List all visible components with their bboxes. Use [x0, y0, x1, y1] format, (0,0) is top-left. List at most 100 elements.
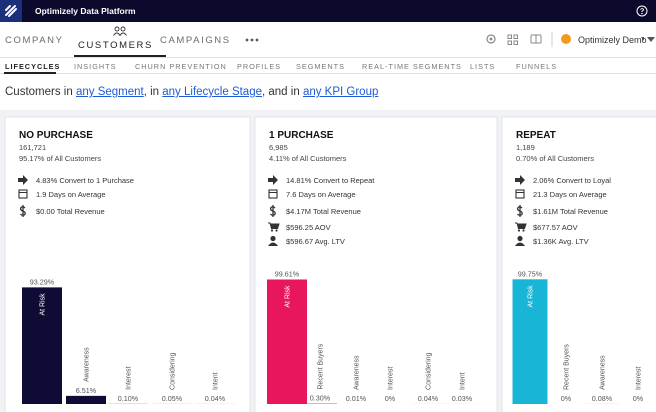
calendar-icon — [18, 189, 28, 199]
stat-text: $677.57 AOV — [533, 223, 578, 232]
account-name[interactable]: Optimizely Demo — [578, 35, 647, 45]
stat-text: $1.61M Total Revenue — [533, 207, 608, 216]
bar-category-label: Recent Buyers — [318, 343, 325, 389]
bar-value-label: 0.30% — [310, 394, 331, 403]
sub-tab[interactable]: INSIGHTS — [74, 62, 117, 71]
cart-icon — [517, 229, 521, 232]
account-caret[interactable] — [647, 37, 655, 43]
person-icon — [517, 235, 523, 242]
stat-text: 21.3 Days on Average — [533, 190, 607, 199]
dollar-icon — [516, 205, 523, 217]
cart-icon — [275, 229, 278, 232]
bar-category-label: Intent — [213, 372, 220, 390]
calendar-icon — [515, 189, 525, 199]
arrow-icon — [18, 175, 28, 185]
bar-category-label: Interest — [388, 367, 395, 390]
active-underline — [4, 72, 56, 74]
filter-link[interactable]: any KPI Group — [302, 86, 379, 98]
lifecycle-panel: NO PURCHASE 161,721 95.17% of All Customer… — [4, 116, 251, 412]
sub-tab[interactable]: REAL-TIME SEGMENTS — [362, 62, 462, 71]
bar-value-label: 0% — [385, 394, 396, 403]
panel-title: 1 PURCHASE — [269, 130, 334, 141]
app-title: Optimizely Data Platform — [35, 6, 136, 16]
arrow-icon — [515, 175, 525, 185]
sub-tab[interactable]: FUNNELS — [516, 62, 558, 71]
filter-link[interactable]: any Segment — [75, 86, 144, 98]
bar-category-label: Interest — [636, 367, 643, 390]
stat-text: 7.6 Days on Average — [286, 190, 356, 199]
help-icon[interactable] — [636, 5, 648, 17]
toolbar-icons[interactable] — [484, 30, 644, 50]
filter-text: , in — [143, 86, 160, 98]
logo[interactable] — [0, 0, 22, 22]
bar-category-label: At Risk — [285, 285, 292, 308]
bar-category-label: Awareness — [84, 347, 91, 382]
panel-share: 4.11% of All Customers — [269, 154, 347, 163]
panel-count: 161,721 — [19, 143, 46, 152]
lifecycle-panel: REPEAT 1,189 0.70% of All Customers 2.06% C… — [501, 116, 656, 412]
stat-text: $4.17M Total Revenue — [286, 207, 361, 216]
stat-text: 14.81% Convert to Repeat — [286, 176, 375, 185]
sub-nav: LIFECYCLES INSIGHTS CHURN PREVENTION PRO… — [0, 58, 656, 74]
filter-text: Customers in — [5, 86, 73, 98]
panel-count: 6,985 — [269, 143, 288, 152]
stat-text: 1.9 Days on Average — [36, 190, 106, 199]
more-menu[interactable] — [245, 38, 259, 42]
bar-category-label: Recent Buyers — [564, 344, 571, 390]
bar-value-label: 0.10% — [118, 394, 139, 403]
bar-category-label: Considering — [426, 352, 433, 389]
bar-value-label: 0.05% — [162, 394, 183, 403]
dollar-icon — [19, 205, 26, 217]
sub-tab[interactable]: LISTS — [470, 62, 496, 71]
panel-count: 1,189 — [516, 143, 535, 152]
bar — [267, 279, 307, 404]
filter-text: , and in — [262, 86, 300, 98]
nav-tab[interactable]: CUSTOMERS — [78, 40, 153, 51]
bar-category-label: At Risk — [40, 293, 47, 316]
stat-text: 2.06% Convert to Loyal — [533, 176, 611, 185]
bar-value-label: 93.29% — [30, 277, 55, 286]
nav-tab[interactable]: COMPANY — [5, 35, 64, 46]
stat-text: 4.83% Convert to 1 Purchase — [36, 176, 134, 185]
bar-value-label: 0.03% — [452, 394, 473, 403]
arrow-icon — [268, 175, 278, 185]
cart-icon — [270, 229, 274, 232]
bar-value-label: 0% — [561, 394, 572, 403]
bar-category-label: Awareness — [354, 355, 361, 390]
person-icon — [515, 242, 525, 246]
sub-tab[interactable]: CHURN PREVENTION — [135, 62, 227, 71]
bar-category-label: Awareness — [600, 355, 607, 390]
person-icon — [268, 242, 278, 246]
stat-text: $0.00 Total Revenue — [36, 207, 105, 216]
sub-tab[interactable]: PROFILES — [237, 62, 282, 71]
bar-value-label: 0.01% — [346, 394, 367, 403]
active-underline — [74, 55, 166, 57]
person-icon — [270, 235, 276, 242]
bar-category-label: At Risk — [528, 285, 535, 308]
panel-title: REPEAT — [516, 130, 556, 141]
bar — [512, 279, 548, 404]
cart-icon — [522, 229, 525, 232]
top-bar: Optimizely Data Platform — [0, 0, 656, 22]
stat-text: $1.36K Avg. LTV — [533, 237, 589, 246]
customers-icon — [113, 26, 127, 36]
dollar-icon — [269, 205, 276, 217]
sub-tab[interactable]: LIFECYCLES — [5, 62, 61, 71]
filter-sentence: Customers in any Segment, in any Lifecyc… — [5, 86, 378, 98]
bar-category-label: Considering — [170, 352, 177, 389]
sub-tab[interactable]: SEGMENTS — [296, 62, 345, 71]
bar-value-label: 99.61% — [275, 269, 300, 278]
cart-icon — [515, 222, 527, 229]
panel-share: 0.70% of All Customers — [516, 154, 594, 163]
cart-icon — [268, 222, 280, 229]
panel-title: NO PURCHASE — [19, 130, 93, 141]
bar-category-label: Intent — [460, 372, 467, 390]
nav-tab[interactable]: CAMPAIGNS — [160, 35, 231, 46]
bar-value-label: 0% — [633, 394, 644, 403]
filter-link[interactable]: any Lifecycle Stage — [162, 86, 262, 98]
bar-value-label: 6.51% — [76, 386, 97, 395]
stat-text: $596.67 Avg. LTV — [286, 237, 345, 246]
panel-share: 95.17% of All Customers — [19, 154, 101, 163]
lifecycle-panel: 1 PURCHASE 6,985 4.11% of All Customers 14.… — [254, 116, 498, 412]
